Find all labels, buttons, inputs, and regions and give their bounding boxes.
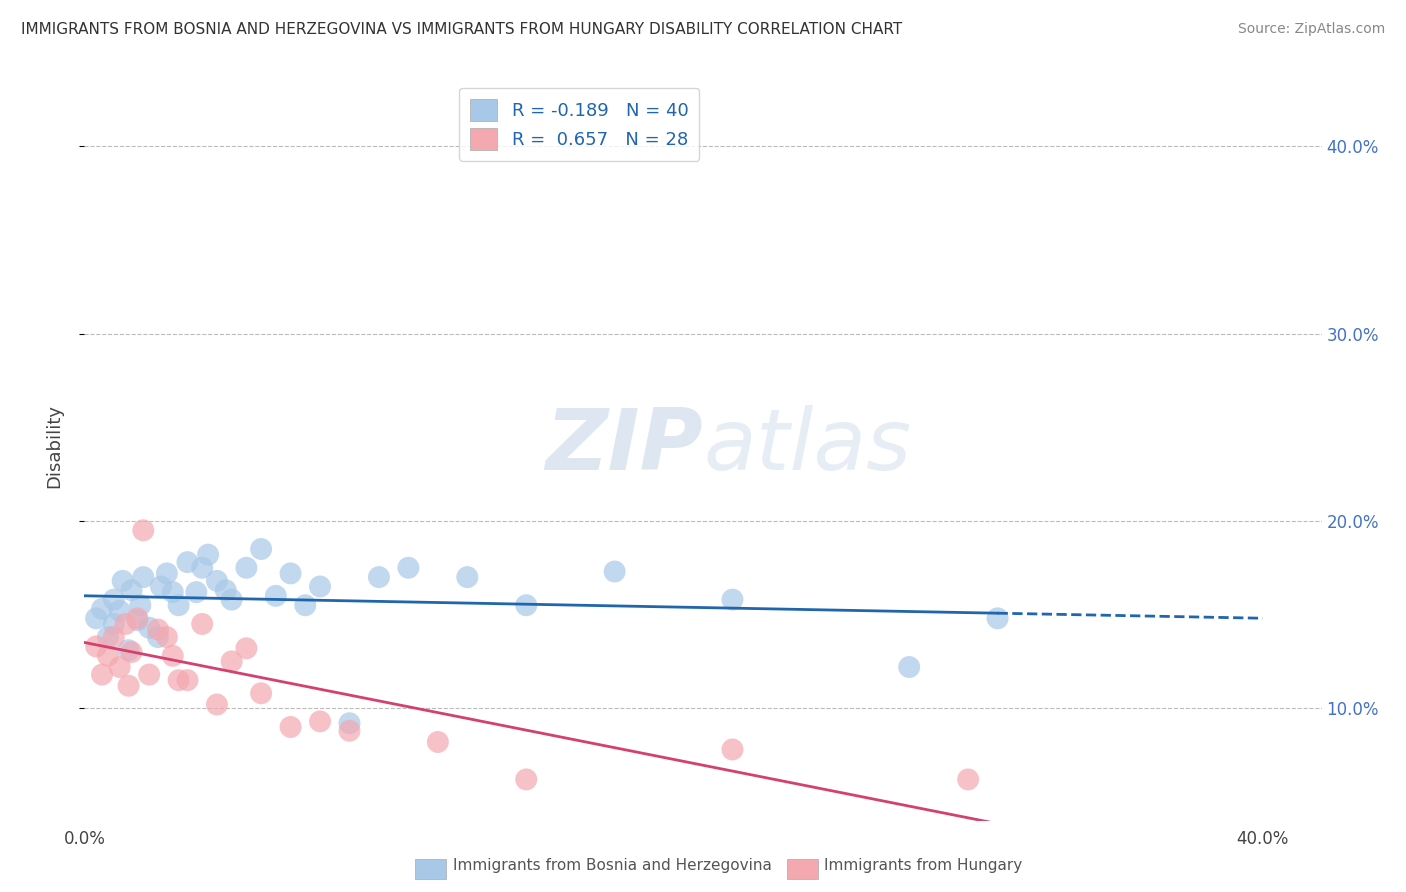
Point: [957, 772, 980, 787]
Point: [97, 630, 120, 644]
Point: [156, 566, 179, 581]
Point: [167, 599, 190, 613]
Point: [426, 735, 449, 749]
Point: [156, 630, 179, 644]
Point: [250, 686, 273, 700]
Point: [132, 523, 155, 537]
Text: ZIP: ZIP: [546, 404, 703, 488]
Text: Immigrants from Hungary: Immigrants from Hungary: [824, 858, 1022, 872]
Point: [146, 630, 169, 644]
Point: [132, 570, 155, 584]
Point: [191, 617, 214, 632]
Point: [603, 565, 626, 579]
Point: [111, 574, 134, 588]
Legend: R = -0.189   N = 40, R =  0.657   N = 28: R = -0.189 N = 40, R = 0.657 N = 28: [460, 88, 699, 161]
Point: [221, 655, 243, 669]
Text: Source: ZipAtlas.com: Source: ZipAtlas.com: [1237, 22, 1385, 37]
Point: [368, 570, 391, 584]
Point: [339, 723, 361, 738]
Point: [127, 613, 149, 627]
Point: [235, 561, 257, 575]
Point: [149, 580, 172, 594]
Point: [205, 698, 228, 712]
Point: [84, 640, 107, 654]
Point: [515, 772, 537, 787]
Point: [103, 630, 125, 644]
Point: [103, 617, 125, 632]
Point: [309, 714, 332, 729]
Point: [294, 599, 316, 613]
Point: [84, 611, 107, 625]
Point: [117, 679, 139, 693]
Point: [117, 643, 139, 657]
Point: [162, 648, 184, 663]
Point: [91, 667, 114, 681]
Point: [205, 574, 228, 588]
Point: [103, 592, 125, 607]
Point: [108, 604, 131, 618]
Point: [191, 561, 214, 575]
Point: [987, 611, 1010, 625]
Point: [197, 548, 219, 562]
Point: [176, 555, 198, 569]
Point: [309, 580, 332, 594]
Point: [280, 566, 302, 581]
Text: Immigrants from Bosnia and Herzegovina: Immigrants from Bosnia and Herzegovina: [453, 858, 772, 872]
Point: [121, 645, 143, 659]
Point: [339, 716, 361, 731]
Point: [121, 583, 143, 598]
Point: [176, 673, 198, 688]
Point: [108, 660, 131, 674]
Point: [456, 570, 478, 584]
Text: IMMIGRANTS FROM BOSNIA AND HERZEGOVINA VS IMMIGRANTS FROM HUNGARY DISABILITY COR: IMMIGRANTS FROM BOSNIA AND HERZEGOVINA V…: [21, 22, 903, 37]
Point: [264, 589, 287, 603]
Point: [396, 561, 419, 575]
Point: [515, 599, 537, 613]
Point: [97, 648, 120, 663]
Point: [146, 623, 169, 637]
Point: [898, 660, 921, 674]
Point: [250, 542, 273, 557]
Point: [221, 592, 243, 607]
Point: [186, 585, 208, 599]
Point: [138, 667, 160, 681]
Point: [167, 673, 190, 688]
Y-axis label: Disability: Disability: [45, 404, 63, 488]
Point: [721, 592, 744, 607]
Point: [215, 583, 238, 598]
Point: [721, 742, 744, 756]
Point: [127, 611, 149, 625]
Point: [114, 617, 136, 632]
Point: [235, 641, 257, 656]
Point: [162, 585, 184, 599]
Point: [280, 720, 302, 734]
Point: [129, 599, 152, 613]
Point: [138, 621, 160, 635]
Point: [91, 602, 114, 616]
Text: atlas: atlas: [703, 404, 911, 488]
